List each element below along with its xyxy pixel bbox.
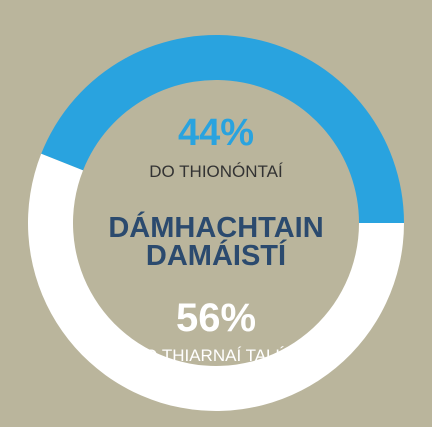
category-label: DO THIONÓNTAÍ xyxy=(149,162,283,181)
category-label: DO THIARNAÍ TALÚN xyxy=(131,346,301,365)
value-label: 44% xyxy=(177,112,255,154)
chart-title: DÁMHACHTAIN DAMÁISTÍ xyxy=(108,212,324,272)
donut-segment xyxy=(27,153,405,412)
donut-segment xyxy=(41,35,404,223)
value-label: 56% xyxy=(175,296,257,340)
